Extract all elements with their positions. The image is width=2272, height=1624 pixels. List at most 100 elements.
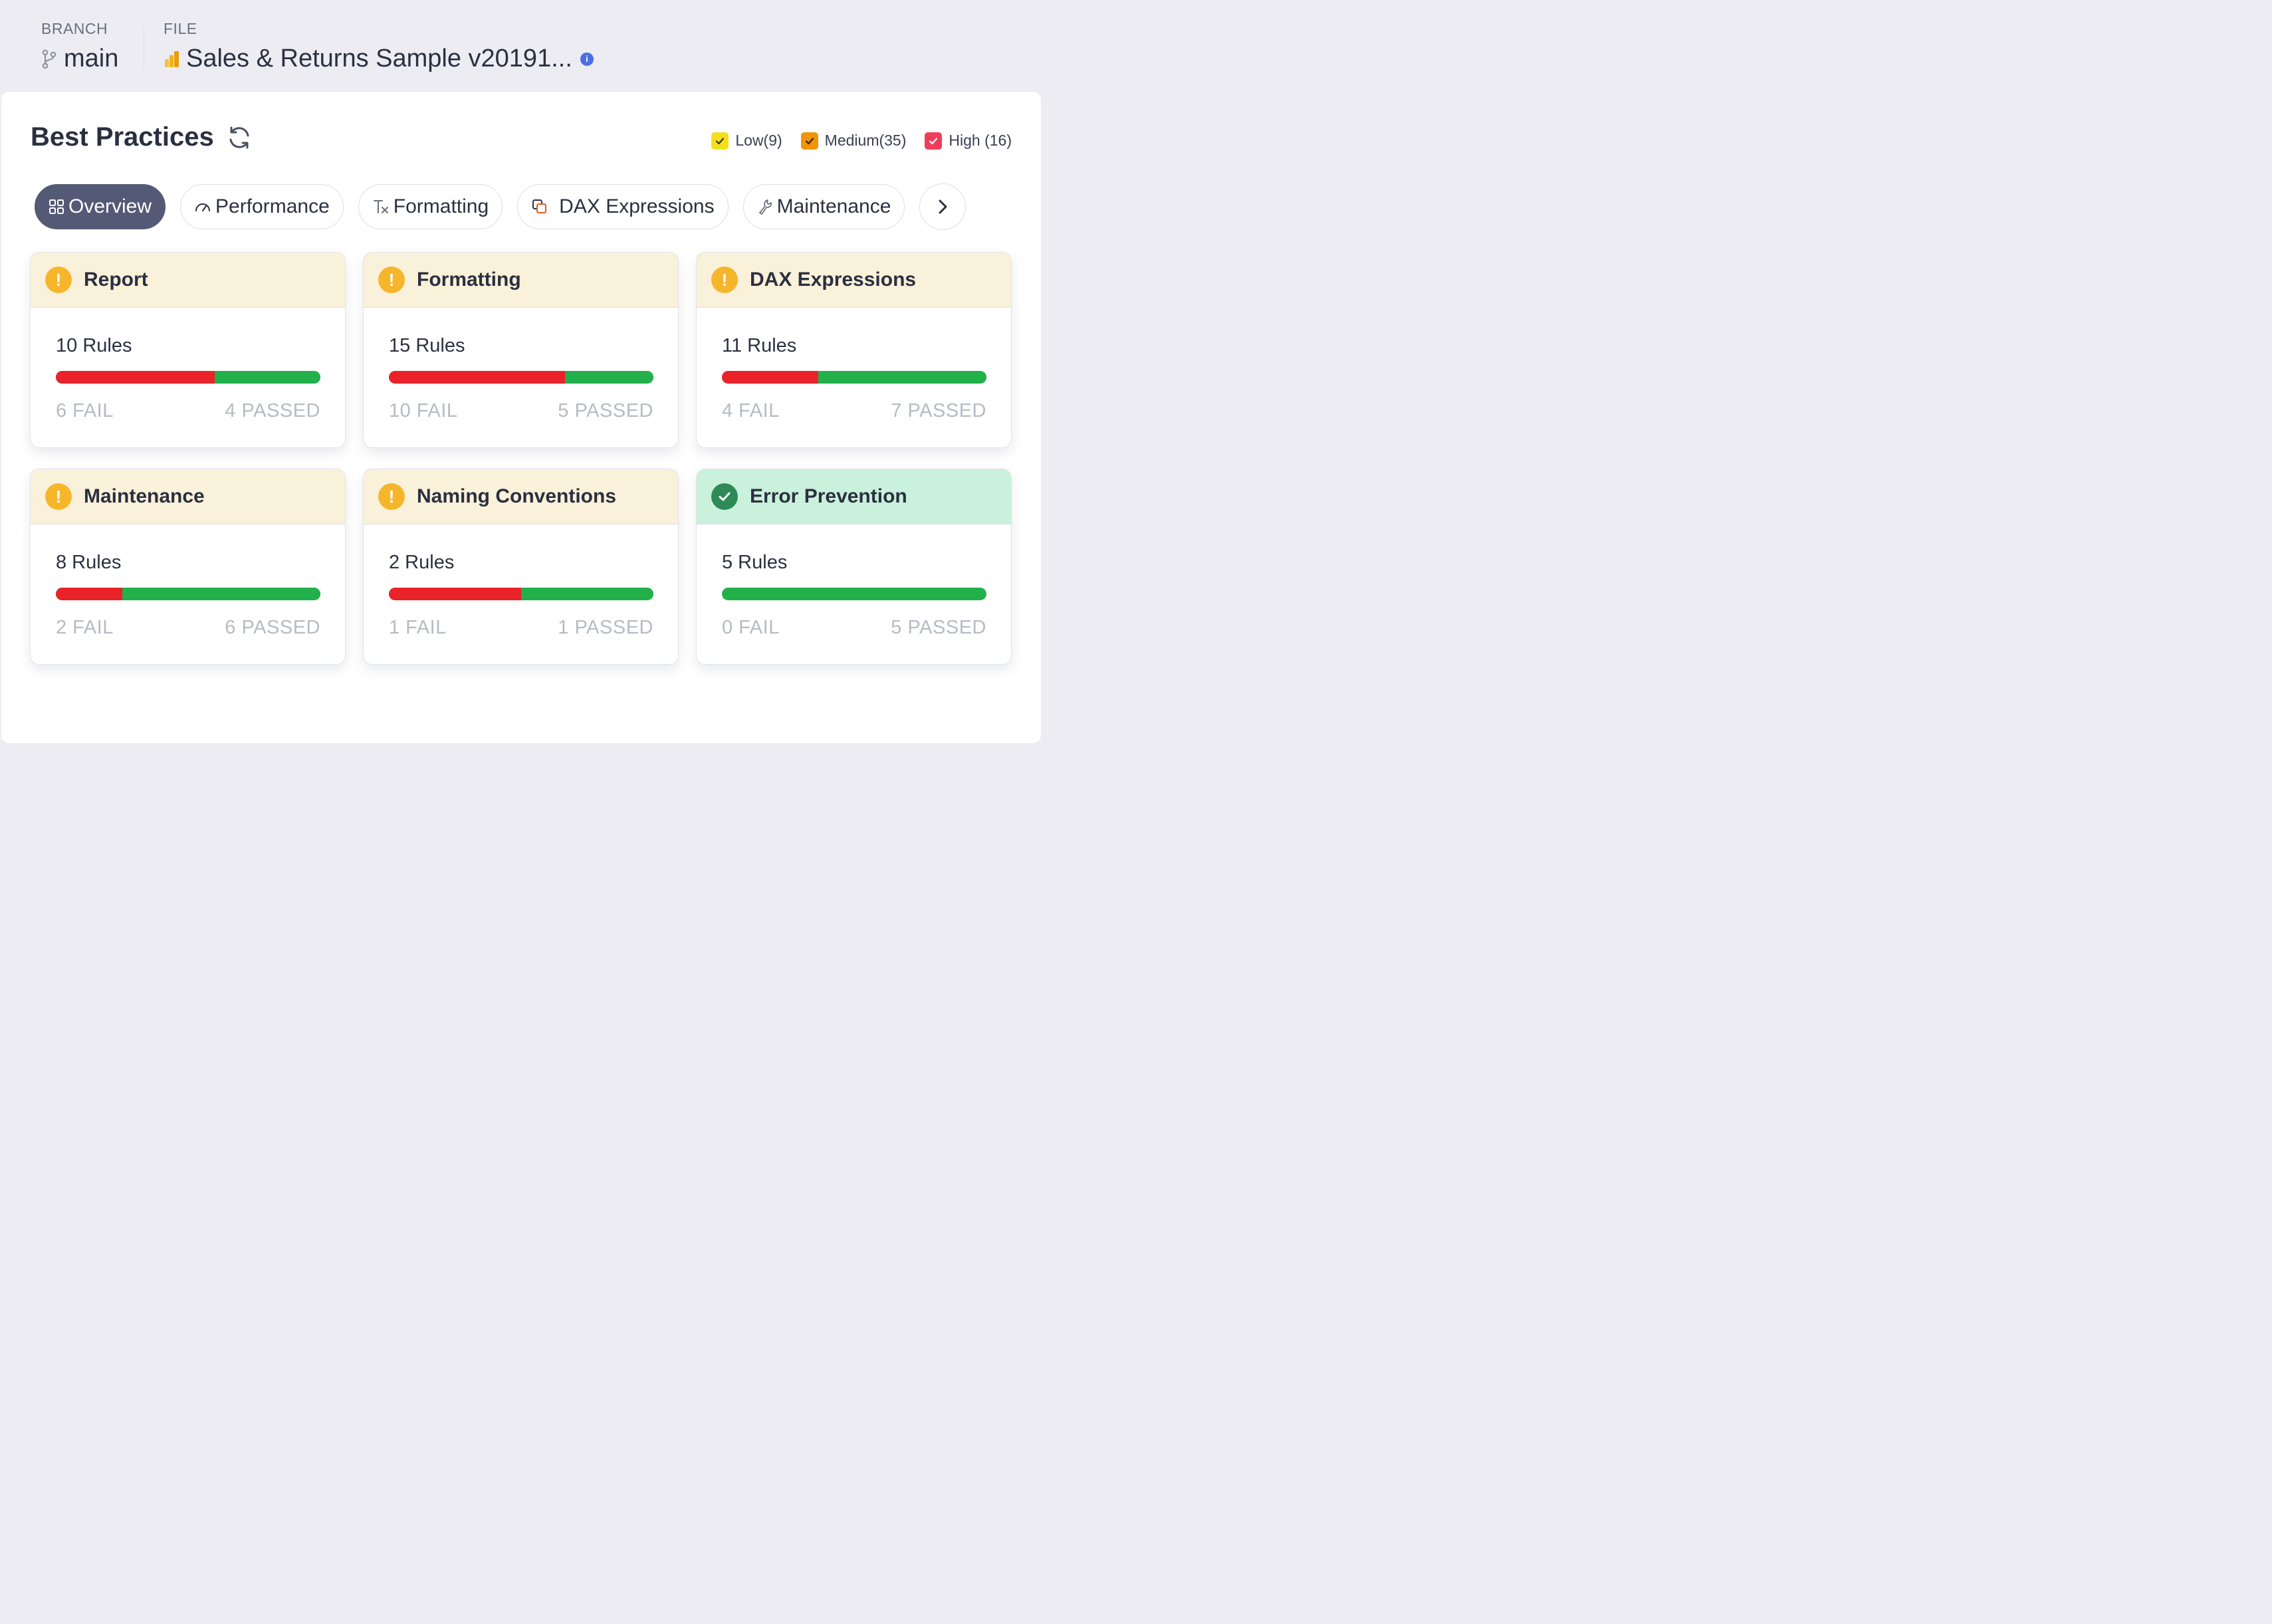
low-checkbox-icon[interactable]: [711, 132, 729, 150]
card-title: Report: [84, 269, 148, 290]
grid-icon: [49, 199, 64, 215]
card-title: Formatting: [417, 269, 521, 290]
chevron-right-icon: [936, 198, 949, 215]
result-counts: 4 FAIL 7 PASSED: [722, 400, 986, 422]
tab-dax-expressions[interactable]: DAX Expressions: [517, 184, 729, 229]
card-formatting[interactable]: ! Formatting 15 Rules 10 FAIL 5 PASSED: [363, 252, 679, 448]
rules-count: 10 Rules: [56, 335, 132, 356]
file-info: FILE Sales & Returns Sample v20191... i: [164, 20, 594, 73]
best-practices-panel: Best Practices Low(9) Medium(35): [1, 92, 1041, 743]
high-checkbox-icon[interactable]: [925, 132, 943, 150]
card-header: ! Maintenance: [31, 469, 345, 524]
branch-selector[interactable]: main: [41, 45, 118, 73]
top-bar: BRANCH main FILE Sales & Returns Sample …: [0, 0, 1042, 92]
card-header: Error Prevention: [697, 469, 1011, 524]
tab-overview-label: Overview: [68, 195, 152, 217]
legend-medium[interactable]: Medium(35): [800, 132, 907, 150]
gauge-icon: [194, 200, 211, 213]
rules-count: 15 Rules: [389, 335, 465, 356]
result-counts: 1 FAIL 1 PASSED: [389, 617, 653, 639]
tab-performance[interactable]: Performance: [180, 184, 344, 229]
card-title: Naming Conventions: [417, 485, 617, 507]
tab-overview[interactable]: Overview: [35, 184, 166, 229]
fail-segment: [389, 588, 521, 600]
git-branch-icon: [41, 49, 57, 69]
fail-count: 2 FAIL: [56, 617, 114, 638]
refresh-icon[interactable]: [226, 124, 253, 151]
legend-low[interactable]: Low(9): [711, 132, 782, 150]
legend-medium-label: Medium(35): [824, 132, 907, 149]
pass-segment: [818, 371, 986, 384]
card-header: ! Formatting: [364, 253, 678, 308]
file-selector[interactable]: Sales & Returns Sample v20191... i: [164, 45, 594, 73]
result-bar: [722, 371, 986, 384]
passed-count: 6 PASSED: [225, 617, 320, 638]
card-naming-conventions[interactable]: ! Naming Conventions 2 Rules 1 FAIL 1 PA…: [363, 469, 679, 665]
passed-count: 1 PASSED: [558, 617, 653, 638]
tabs-next-button[interactable]: [919, 183, 966, 230]
legend-high[interactable]: High (16): [925, 132, 1012, 150]
tab-formatting-label: Formatting: [393, 195, 489, 217]
rules-count: 11 Rules: [722, 335, 797, 356]
card-header: ! Naming Conventions: [364, 469, 678, 524]
passed-count: 7 PASSED: [891, 400, 986, 421]
rules-count: 2 Rules: [389, 552, 455, 573]
warning-icon: !: [378, 483, 405, 510]
tab-formatting[interactable]: Formatting: [358, 184, 503, 229]
powerbi-icon: [164, 50, 181, 68]
result-counts: 0 FAIL 5 PASSED: [722, 617, 986, 639]
tab-dax-label: DAX Expressions: [559, 195, 715, 217]
pass-segment: [214, 371, 320, 384]
card-title: DAX Expressions: [750, 269, 917, 290]
pass-segment: [565, 371, 653, 384]
branch-name: main: [64, 45, 119, 72]
result-counts: 2 FAIL 6 PASSED: [56, 617, 320, 639]
result-bar: [56, 371, 320, 384]
fail-segment: [389, 371, 566, 384]
card-error-prevention[interactable]: Error Prevention 5 Rules 0 FAIL 5 PASSED: [696, 469, 1012, 665]
fail-segment: [722, 371, 818, 384]
tab-performance-label: Performance: [215, 195, 330, 217]
card-report[interactable]: ! Report 10 Rules 6 FAIL 4 PASSED: [30, 252, 346, 448]
page-title: Best Practices: [31, 122, 214, 152]
card-title: Error Prevention: [750, 485, 907, 507]
branch-info: BRANCH main: [41, 20, 118, 73]
file-name: Sales & Returns Sample v20191...: [186, 45, 572, 72]
result-counts: 10 FAIL 5 PASSED: [389, 400, 653, 422]
rules-count: 8 Rules: [56, 552, 122, 573]
card-header: ! Report: [31, 253, 345, 308]
fail-segment: [56, 588, 122, 600]
result-bar: [56, 588, 320, 600]
copy-icon: [531, 198, 548, 215]
category-tabs: Overview Performance Formatting: [35, 183, 966, 230]
card-dax-expressions[interactable]: ! DAX Expressions 11 Rules 4 FAIL 7 PASS…: [696, 252, 1012, 448]
result-counts: 6 FAIL 4 PASSED: [56, 400, 320, 422]
result-bar: [722, 588, 986, 600]
info-icon[interactable]: i: [580, 52, 594, 66]
fail-segment: [56, 371, 215, 384]
card-maintenance[interactable]: ! Maintenance 8 Rules 2 FAIL 6 PASSED: [30, 469, 346, 665]
wrench-icon: [757, 198, 773, 215]
fail-count: 1 FAIL: [389, 617, 447, 638]
fail-count: 6 FAIL: [56, 400, 114, 421]
legend-low-label: Low(9): [735, 132, 782, 149]
warning-icon: !: [45, 483, 72, 510]
tab-maintenance[interactable]: Maintenance: [742, 184, 905, 229]
warning-icon: !: [45, 267, 72, 293]
card-title: Maintenance: [84, 485, 205, 507]
warning-icon: !: [378, 267, 405, 293]
title-row: Best Practices: [31, 122, 253, 152]
check-circle-icon: [711, 483, 738, 510]
result-bar: [389, 371, 653, 384]
branch-label: BRANCH: [41, 20, 108, 37]
card-header: ! DAX Expressions: [697, 253, 1011, 308]
rules-count: 5 Rules: [722, 552, 788, 573]
pass-segment: [122, 588, 320, 600]
legend-high-label: High (16): [949, 132, 1012, 149]
pass-segment: [521, 588, 653, 600]
pass-segment: [722, 588, 986, 600]
severity-legend: Low(9) Medium(35) High (16): [693, 132, 1012, 150]
medium-checkbox-icon[interactable]: [800, 132, 818, 150]
warning-icon: !: [711, 267, 738, 293]
fail-count: 10 FAIL: [389, 400, 458, 421]
